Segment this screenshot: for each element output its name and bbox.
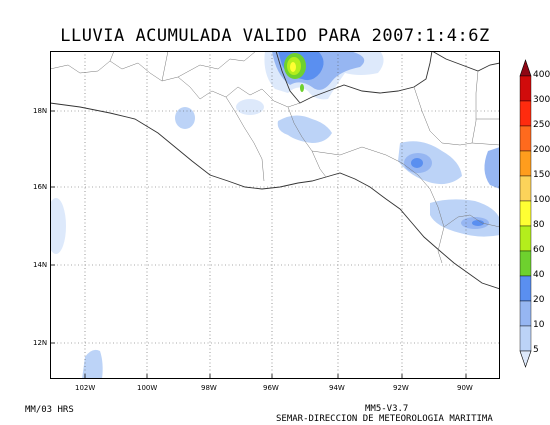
rain-area-southwest (82, 349, 103, 379)
colorbar-bin (519, 350, 532, 368)
rain-area-far-west (50, 198, 66, 254)
colorbar-level-label: 60 (533, 245, 545, 255)
colorbar-bin (519, 125, 532, 152)
colorbar-bin (519, 200, 532, 227)
rain-area-southeast (430, 199, 500, 237)
rain-area-east-edge (484, 147, 500, 189)
lat-tick-label: 18N (33, 107, 48, 115)
colorbar-bin (519, 175, 532, 202)
lon-tick-label: 92W (393, 384, 409, 392)
rain-area-center (277, 115, 332, 143)
colorbar-level-label: 400 (533, 70, 550, 80)
lat-tick-label: 12N (33, 339, 48, 347)
rain-area-west-small (175, 107, 195, 129)
colorbar-bin (519, 75, 532, 102)
rain-area-west-small-2 (236, 99, 264, 115)
colorbar (519, 59, 532, 368)
lon-tick-label: 94W (329, 384, 345, 392)
gulf-coastline (275, 51, 433, 104)
agency-label: SEMAR-DIRECCION DE METEOROLOGIA MARITIMA (276, 414, 493, 424)
forecast-interval-label: MM/03 HRS (25, 405, 74, 415)
colorbar-bin (519, 100, 532, 127)
colorbar-level-label: 150 (533, 170, 550, 180)
lon-tick-label: 102W (75, 384, 96, 392)
colorbar-level-label: 40 (533, 270, 545, 280)
rain-cell-small-green (300, 84, 304, 92)
colorbar-level-label: 10 (533, 320, 545, 330)
lat-tick-label: 16N (33, 183, 48, 191)
colorbar-level-label: 300 (533, 95, 550, 105)
colorbar-level-label: 5 (533, 345, 539, 355)
lon-tick-label: 98W (201, 384, 217, 392)
colorbar-level-label: 80 (533, 220, 545, 230)
precipitation-field (50, 51, 500, 379)
political-borders (50, 51, 500, 264)
colorbar-level-label: 20 (533, 295, 545, 305)
colorbar-bin (519, 325, 532, 352)
pacific-coastline (50, 102, 500, 290)
colorbar-level-label: 250 (533, 120, 550, 130)
colorbar-bin (519, 275, 532, 302)
rain-area-southeast-heavy (472, 220, 484, 226)
rain-area-east-heavy (411, 158, 423, 168)
lat-tick-label: 14N (33, 261, 48, 269)
rainfall-map (50, 51, 500, 379)
colorbar-bin (519, 225, 532, 252)
map-border (50, 51, 500, 379)
colorbar-bin (519, 150, 532, 177)
map-title: LLUVIA ACUMULADA VALIDO PARA 2007:1:4:6Z (60, 26, 490, 46)
axis-ticks (50, 110, 467, 379)
colorbar-level-label: 100 (533, 195, 550, 205)
lon-tick-label: 90W (457, 384, 473, 392)
colorbar-bin (519, 300, 532, 327)
graticule (50, 51, 500, 379)
colorbar-level-label: 200 (533, 145, 550, 155)
model-version-label: MM5-V3.7 (365, 404, 409, 414)
lon-tick-label: 100W (137, 384, 158, 392)
yucatan-coastline (431, 51, 500, 72)
colorbar-bin (519, 59, 532, 77)
lon-tick-label: 96W (263, 384, 279, 392)
rain-cell-yellow (290, 62, 296, 72)
colorbar-bin (519, 250, 532, 277)
